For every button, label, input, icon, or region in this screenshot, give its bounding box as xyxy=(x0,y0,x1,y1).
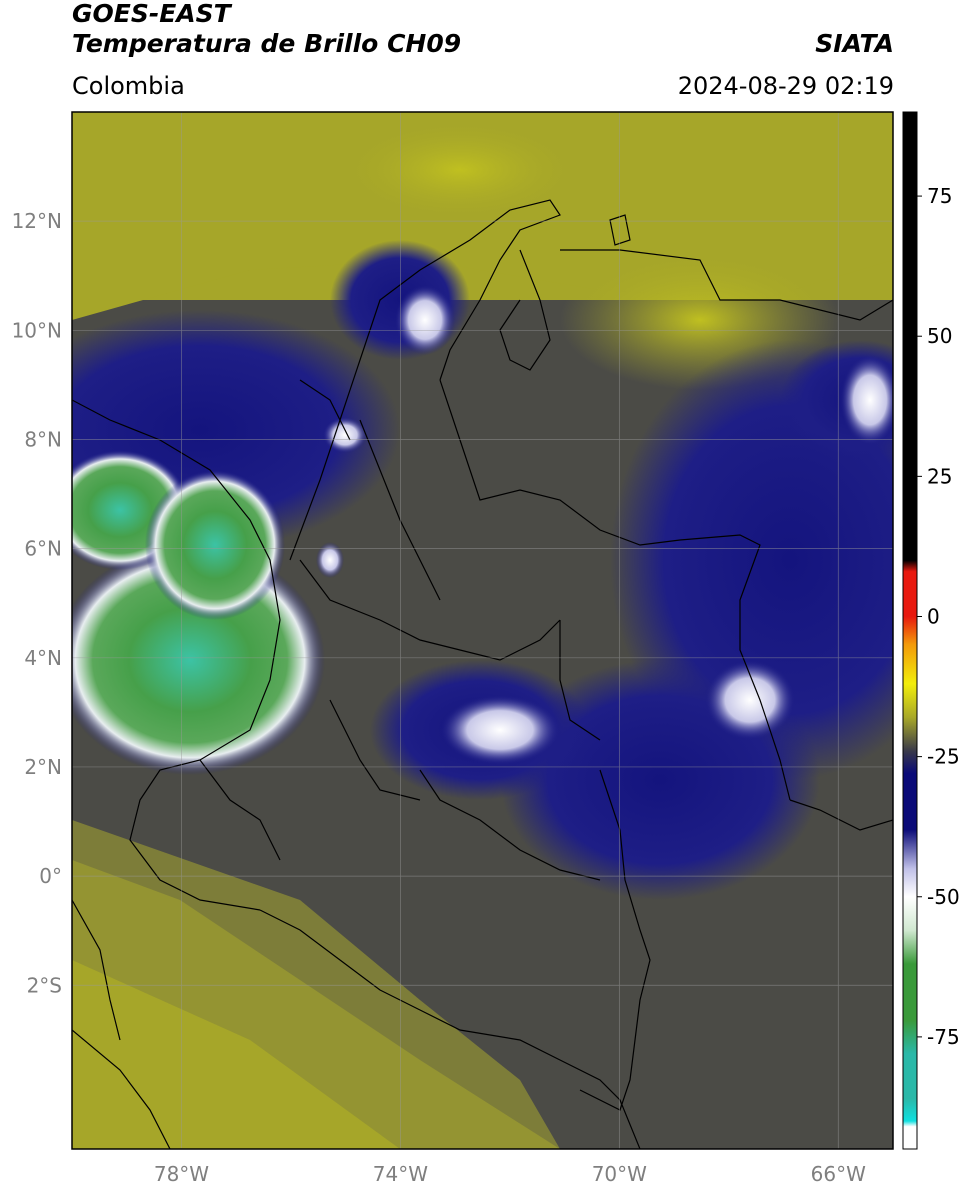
lat-tick-label: 2°S xyxy=(27,973,62,997)
lat-tick-label: 2°N xyxy=(24,755,62,779)
title-satellite: GOES-EAST xyxy=(72,0,231,28)
colorbar: 75 50 25 0 -25 -50 -75 xyxy=(902,111,960,1150)
timestamp-label: 2024-08-29 02:19 xyxy=(677,72,894,100)
map-frame xyxy=(71,111,894,1150)
lat-tick-label: 8°N xyxy=(24,427,62,451)
lat-tick-label: 10°N xyxy=(12,318,62,342)
brightness-temperature-field xyxy=(72,112,893,1149)
colorbar-tick-label: -50 xyxy=(927,885,960,909)
colorbar-tick-label: 75 xyxy=(927,184,952,208)
colorbar-tick-label: 50 xyxy=(927,324,952,348)
lat-tick-label: 6°N xyxy=(24,537,62,561)
lat-tick-label: 12°N xyxy=(12,209,62,233)
latitude-ticks: 12°N 10°N 8°N 6°N 4°N 2°N 0° 2°S xyxy=(12,209,62,997)
graticule xyxy=(72,112,893,1149)
agency-label: SIATA xyxy=(815,29,894,58)
colorbar-tick-label: 25 xyxy=(927,464,952,488)
lon-tick-label: 66°W xyxy=(811,1162,866,1186)
lat-tick-label: 0° xyxy=(39,864,62,888)
lon-tick-label: 74°W xyxy=(373,1162,428,1186)
colorbar-tick-label: -75 xyxy=(927,1025,960,1049)
colorbar-gradient xyxy=(902,111,918,1150)
region-label: Colombia xyxy=(72,72,185,100)
longitude-ticks: 78°W 74°W 70°W 66°W xyxy=(154,1162,866,1186)
lon-tick-label: 70°W xyxy=(592,1162,647,1186)
colorbar-tick-label: 0 xyxy=(927,604,940,628)
country-borders xyxy=(72,199,893,1149)
colorbar-tick-label: -25 xyxy=(927,745,960,769)
title-product: Temperatura de Brillo CH09 xyxy=(72,29,462,58)
lon-tick-label: 78°W xyxy=(154,1162,209,1186)
lat-tick-label: 4°N xyxy=(24,646,62,670)
